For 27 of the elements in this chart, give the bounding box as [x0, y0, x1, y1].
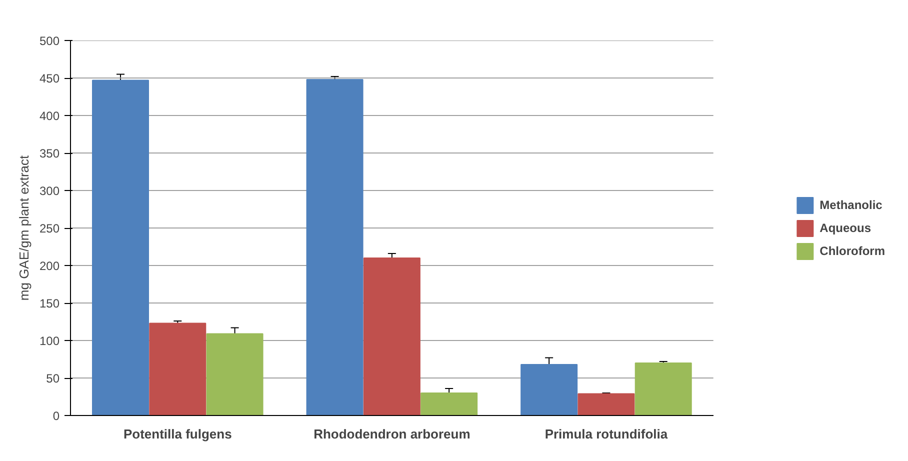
bar — [149, 322, 206, 416]
bar — [634, 362, 692, 416]
y-tick-label: 0 — [52, 409, 60, 423]
y-tick-label: 350 — [39, 146, 60, 160]
x-tick-label: Potentilla fulgens — [123, 426, 232, 442]
bar — [363, 258, 420, 416]
y-tick-label: 200 — [39, 259, 60, 273]
x-tick-label: Rhododendron arboreum — [314, 426, 470, 442]
y-axis-title: mg GAE/gm plant extract — [16, 155, 32, 301]
bar — [578, 393, 635, 416]
y-tick-label: 400 — [39, 109, 60, 123]
bar — [520, 364, 578, 416]
x-tick-label: Primula rotundifolia — [544, 426, 668, 442]
bar — [420, 392, 478, 416]
y-tick-label: 50 — [46, 372, 60, 386]
y-tick-label: 500 — [39, 34, 60, 48]
y-tick-label: 450 — [39, 72, 60, 86]
bar — [206, 333, 264, 416]
y-tick-label: 250 — [39, 222, 60, 236]
y-tick-label: 300 — [39, 184, 60, 198]
y-tick-label: 100 — [39, 334, 60, 348]
y-tick-label: 150 — [39, 296, 60, 310]
bar — [92, 80, 149, 416]
legend-label: Methanolic — [820, 198, 882, 212]
bar — [306, 79, 364, 416]
legend-label: Aqueous — [820, 220, 872, 234]
legend-label: Chloroform — [820, 244, 885, 258]
